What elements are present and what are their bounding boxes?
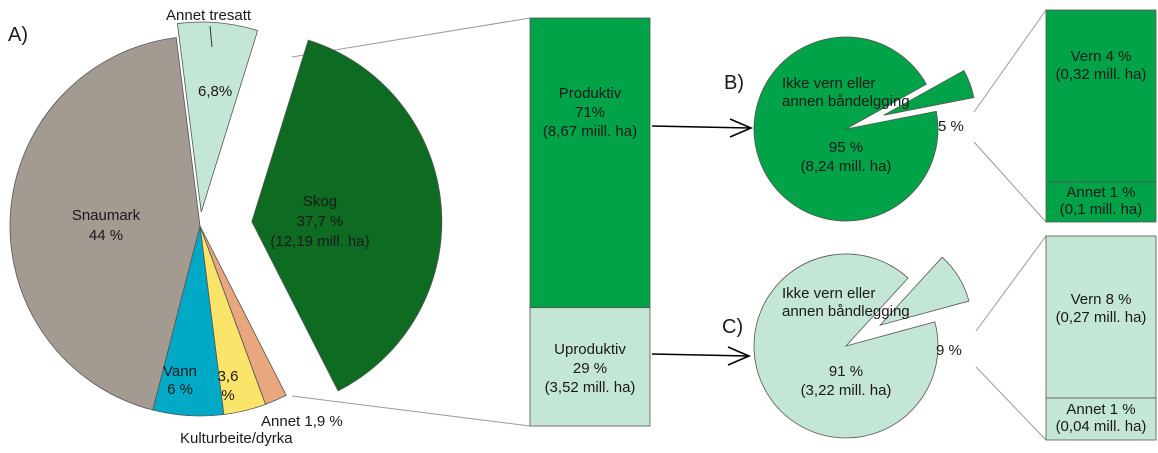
value-snaumark: 44 % (89, 227, 123, 244)
panel-label-b: B) (724, 72, 744, 94)
pie-a-slice-skog (251, 39, 443, 392)
sub-c-annet: (0,04 mill. ha) (1056, 418, 1147, 435)
value-b-main: 95 % (829, 139, 863, 156)
value-skog: 37,7 % (297, 213, 344, 230)
panel-label-a: A) (8, 24, 28, 46)
label-produktiv: Produktiv (559, 85, 622, 102)
leader-annet-tresatt (209, 25, 213, 48)
label-annet-tresatt: Annet tresatt (166, 7, 252, 24)
sub-uproduktiv: (3,52 mill. ha) (545, 379, 636, 396)
arrow-to-b (651, 125, 751, 129)
label-snaumark: Snaumark (72, 207, 141, 224)
sub-c-main: (3,22 mill. ha) (801, 382, 892, 399)
value-c-main: 91 % (829, 363, 863, 380)
sub-b-main: (8,24 mill. ha) (801, 158, 892, 175)
connector-c-top (975, 235, 1047, 332)
pie-a-slice-annet-tresatt (176, 21, 259, 213)
value-produktiv: 71% (575, 104, 605, 121)
sub-skog: (12,19 mill. ha) (270, 233, 369, 250)
bar-c-segment-annet-1 (1045, 397, 1157, 441)
label-c-main-line1: Ikke vern eller (782, 285, 875, 302)
skog-bar-segment-uproduktiv (529, 307, 651, 427)
label-vann: Vann (163, 363, 197, 380)
connector-c-bottom (975, 366, 1047, 441)
pie-b-slice-part-1 (883, 69, 975, 116)
value-vann: 6 % (167, 381, 193, 398)
pie-c-slice-part-1 (878, 256, 970, 326)
connector-b-bottom (973, 141, 1047, 223)
label-b-main-line1: Ikke vern eller (782, 75, 875, 92)
label-kulturbeite: Kulturbeite/dyrka (180, 430, 293, 447)
arrow-to-c (651, 353, 749, 357)
sub-b-vern: (0,32 mill. ha) (1056, 66, 1147, 83)
pie-b-slice-part-0 (753, 36, 939, 222)
connector-skog-bottom (291, 395, 531, 427)
chart-marks (9, 9, 1157, 441)
value-c-small: 9 % (936, 342, 962, 359)
sub-b-annet: (0,1 mill. ha) (1060, 201, 1143, 218)
label-b-main-line2: annen båndelgging (782, 93, 910, 110)
pie-c-slice-part-0 (753, 253, 939, 439)
value-kulturbeite: 3,6 (218, 368, 239, 385)
value-b-small: 5 % (938, 118, 964, 135)
bar-b-segment-annet-1 (1045, 181, 1157, 223)
panel-label-c: C) (722, 316, 743, 338)
bar-c-segment-vern-8 (1045, 235, 1157, 399)
label-skog: Skog (303, 193, 337, 210)
pie-a-slice-snaumark (9, 37, 201, 411)
skog-bar-segment-produktiv (529, 17, 651, 309)
bar-b-segment-vern-4 (1045, 9, 1157, 183)
sub-produktiv: (8,67 miill. ha) (543, 123, 637, 140)
label-b-annet: Annet 1 % (1066, 184, 1135, 201)
label-annet-19: Annet 1,9 % (261, 413, 343, 430)
value-kulturbeite-unit: % (221, 387, 234, 404)
value-annet-tresatt: 6,8% (198, 83, 232, 100)
label-c-main-line2: annen båndlegging (782, 303, 910, 320)
label-b-vern: Vern 4 % (1071, 48, 1132, 65)
connector-b-top (973, 9, 1047, 113)
arrow-to-b-head (729, 118, 754, 138)
label-c-vern: Vern 8 % (1071, 291, 1132, 308)
value-uproduktiv: 29 % (573, 360, 607, 377)
label-c-annet: Annet 1 % (1066, 401, 1135, 418)
arrow-to-c-head (727, 346, 752, 366)
sub-c-vern: (0,27 mill. ha) (1056, 309, 1147, 326)
label-uproduktiv: Uproduktiv (554, 341, 626, 358)
arrows (651, 118, 754, 366)
connector-lines (291, 9, 1047, 441)
